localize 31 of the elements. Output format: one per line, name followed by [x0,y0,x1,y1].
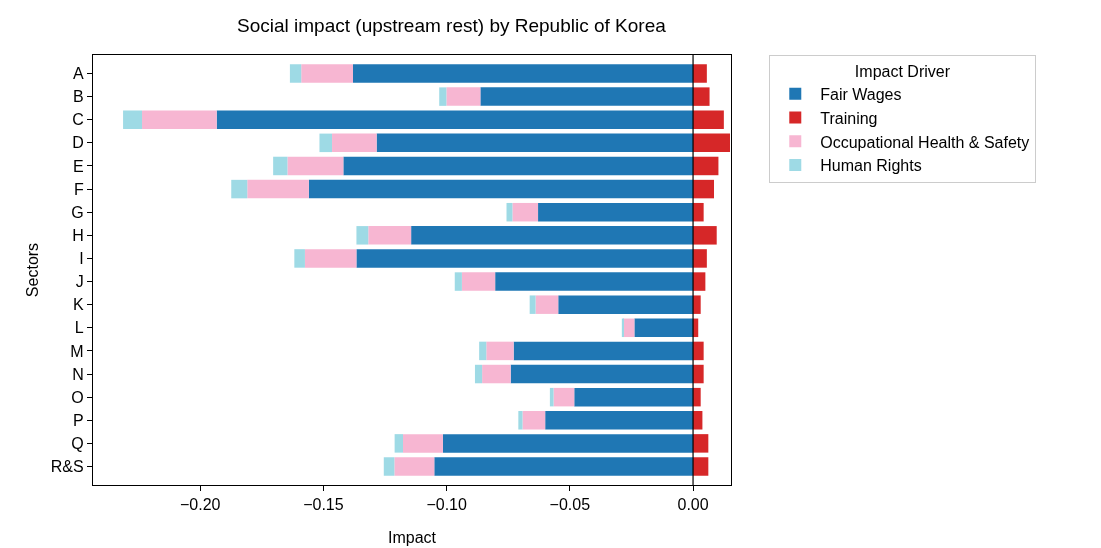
x-tick-label: 0.00 [677,496,709,514]
y-tick-label: L [74,319,84,337]
y-tick-label: O [71,388,84,406]
y-axis-title: Sectors [23,242,41,298]
x-tick-label: −0.15 [303,496,344,514]
y-tick-label: H [72,226,84,244]
chart-title: Social impact (upstream rest) by Republic of Korea [237,15,667,37]
x-tick-label: −0.05 [549,496,591,514]
x-tick-label: −0.20 [179,496,221,514]
legend-title: Impact Driver [854,62,951,80]
y-tick-label: F [73,180,84,198]
y-tick-label: N [72,365,84,383]
legend-label: Training [820,109,878,127]
y-tick-label: R&S [50,458,84,476]
x-axis-title: Impact [387,529,437,547]
y-tick-label: K [73,296,85,314]
y-tick-label: M [70,342,84,360]
legend-label: Human Rights [820,157,922,175]
y-tick-label: J [75,273,84,291]
y-tick-label: C [72,111,84,129]
y-tick-label: A [73,65,85,83]
legend-label: Occupational Health & Safety [820,133,1030,151]
legend-label: Fair Wages [820,85,902,103]
y-tick-label: G [71,203,84,221]
y-tick-label: P [73,411,84,429]
y-tick-label: E [73,157,84,175]
y-tick-label: I [79,250,84,268]
y-tick-label: Q [71,434,84,452]
x-tick-label: −0.10 [426,496,467,514]
y-tick-label: B [73,88,84,106]
y-tick-label: D [72,134,84,152]
